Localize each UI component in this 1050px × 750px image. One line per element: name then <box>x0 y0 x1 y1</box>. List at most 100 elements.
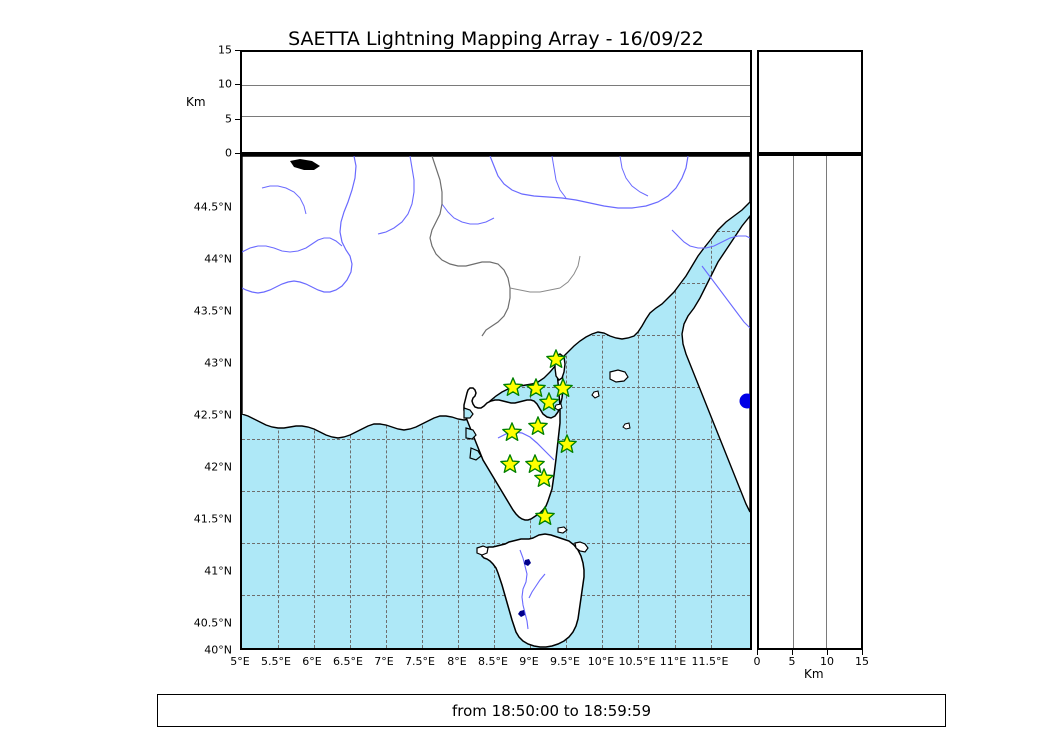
time-window-status-bar[interactable]: from 18:50:00 to 18:59:59 <box>157 694 946 727</box>
altitude-tick-10: 10 <box>218 77 232 91</box>
basemap-vector <box>242 156 750 648</box>
tickmark <box>792 650 793 655</box>
lon-tick-7.5E: 7.5°E <box>405 655 435 668</box>
lon-tick-11E: 11°E <box>659 655 687 668</box>
coast-sardinia-ne <box>574 541 589 553</box>
river-arno <box>671 229 750 249</box>
land-capraia <box>591 390 600 399</box>
altitude-tick-15: 15 <box>218 43 232 57</box>
chart-title: SAETTA Lightning Mapping Array - 16/09/2… <box>288 28 704 50</box>
range-gridline-5 <box>792 156 794 648</box>
station-marker[interactable] <box>525 454 545 474</box>
station-marker[interactable] <box>539 392 559 412</box>
station-marker[interactable] <box>500 454 520 474</box>
land-mainland-europe <box>242 156 750 439</box>
tickmark <box>235 84 240 85</box>
lon-tick-5.5E: 5.5°E <box>261 655 291 668</box>
range-gridline-10 <box>826 156 827 648</box>
lon-tick-7E: 7°E <box>374 655 394 668</box>
station-marker[interactable] <box>546 349 566 369</box>
tickmark <box>235 119 240 120</box>
star-icon <box>546 349 566 368</box>
land-island-maddalena <box>557 526 568 534</box>
tickmark <box>235 153 240 154</box>
star-icon <box>535 506 555 525</box>
border-france-italy <box>429 156 511 337</box>
star-icon <box>502 422 522 441</box>
station-marker[interactable] <box>534 468 554 488</box>
star-icon <box>500 454 520 473</box>
river-ligurian-2 <box>441 203 495 225</box>
star-icon <box>503 377 523 396</box>
range-axis-label: Km <box>804 667 824 681</box>
lon-tick-6.5E: 6.5°E <box>333 655 363 668</box>
lat-tick-44N: 44°N <box>204 252 232 266</box>
tickmark <box>235 50 240 51</box>
station-marker[interactable] <box>553 378 573 398</box>
lat-tick-42N: 42°N <box>204 460 232 474</box>
station-marker[interactable] <box>503 377 523 397</box>
tickmark <box>827 650 828 655</box>
land-elba <box>609 369 629 383</box>
lake-sardinia-2 <box>518 610 525 617</box>
river-po <box>489 156 689 209</box>
graticule-lon-11E <box>674 156 676 648</box>
river-durance <box>242 237 343 253</box>
map-panel[interactable] <box>240 154 752 650</box>
lat-tick-40N: 40°N <box>204 643 232 657</box>
river-alps-1 <box>551 156 567 199</box>
star-icon <box>539 392 559 411</box>
altitude-tick-5: 5 <box>225 112 232 126</box>
graticule-lon-9.5E <box>566 156 568 648</box>
river-alps-2 <box>619 156 649 197</box>
river-rhone <box>242 156 357 294</box>
range-latitude-panel[interactable] <box>757 154 863 650</box>
graticule-lat-41.5N <box>242 491 750 493</box>
lon-tick-6E: 6°E <box>302 655 322 668</box>
coast-corsica-west-gulf-2 <box>465 427 477 440</box>
lat-tick-44.5N: 44.5°N <box>193 200 232 214</box>
altitude-gridline-5 <box>242 116 750 118</box>
altitude-longitude-panel[interactable] <box>240 50 752 154</box>
border-region-1 <box>509 287 561 293</box>
station-marker[interactable] <box>528 416 548 436</box>
coast-sardinia-nw-peninsula <box>476 545 489 556</box>
station-marker[interactable] <box>535 506 555 526</box>
lon-tick-10.5E: 10.5°E <box>618 655 656 668</box>
lon-tick-8E: 8°E <box>447 655 467 668</box>
coast-corsica-west-gulfs <box>463 407 474 419</box>
graticule-lat-40.5N <box>242 595 750 597</box>
river-sardinia-2 <box>528 573 546 599</box>
lat-tick-42.5N: 42.5°N <box>193 408 232 422</box>
station-marker[interactable] <box>557 434 577 454</box>
station-marker[interactable] <box>526 378 546 398</box>
tickmark <box>757 650 758 655</box>
graticule-lat-41N <box>242 543 750 545</box>
reference-point-marker[interactable] <box>739 393 750 409</box>
lon-tick-9E: 9°E <box>519 655 539 668</box>
range-tick-0: 0 <box>753 655 761 668</box>
range-tick-10: 10 <box>820 655 834 668</box>
star-icon <box>553 378 573 397</box>
time-window-text: from 18:50:00 to 18:59:59 <box>451 701 651 720</box>
station-marker[interactable] <box>502 422 522 442</box>
lon-tick-11.5E: 11.5°E <box>691 655 729 668</box>
lon-tick-8.5E: 8.5°E <box>478 655 508 668</box>
range-tick-5: 5 <box>788 655 796 668</box>
star-icon <box>525 454 545 473</box>
border-region-2 <box>559 255 581 289</box>
river-tiber <box>701 265 750 329</box>
tickmark <box>862 650 863 655</box>
lat-tick-41.5N: 41.5°N <box>193 512 232 526</box>
altitude-axis-label: Km <box>186 95 206 109</box>
lake-sardinia-1 <box>524 559 531 566</box>
lon-tick-9.5E: 9.5°E <box>550 655 580 668</box>
altitude-range-corner-panel[interactable] <box>757 50 863 154</box>
land-italy-west-coast <box>681 214 750 513</box>
range-tick-15: 15 <box>855 655 869 668</box>
river-ligurian-1 <box>377 156 415 235</box>
lat-tick-40.5N: 40.5°N <box>193 616 232 630</box>
graticule-lon-10E <box>602 156 604 648</box>
land-small-isle-1 <box>554 403 563 411</box>
